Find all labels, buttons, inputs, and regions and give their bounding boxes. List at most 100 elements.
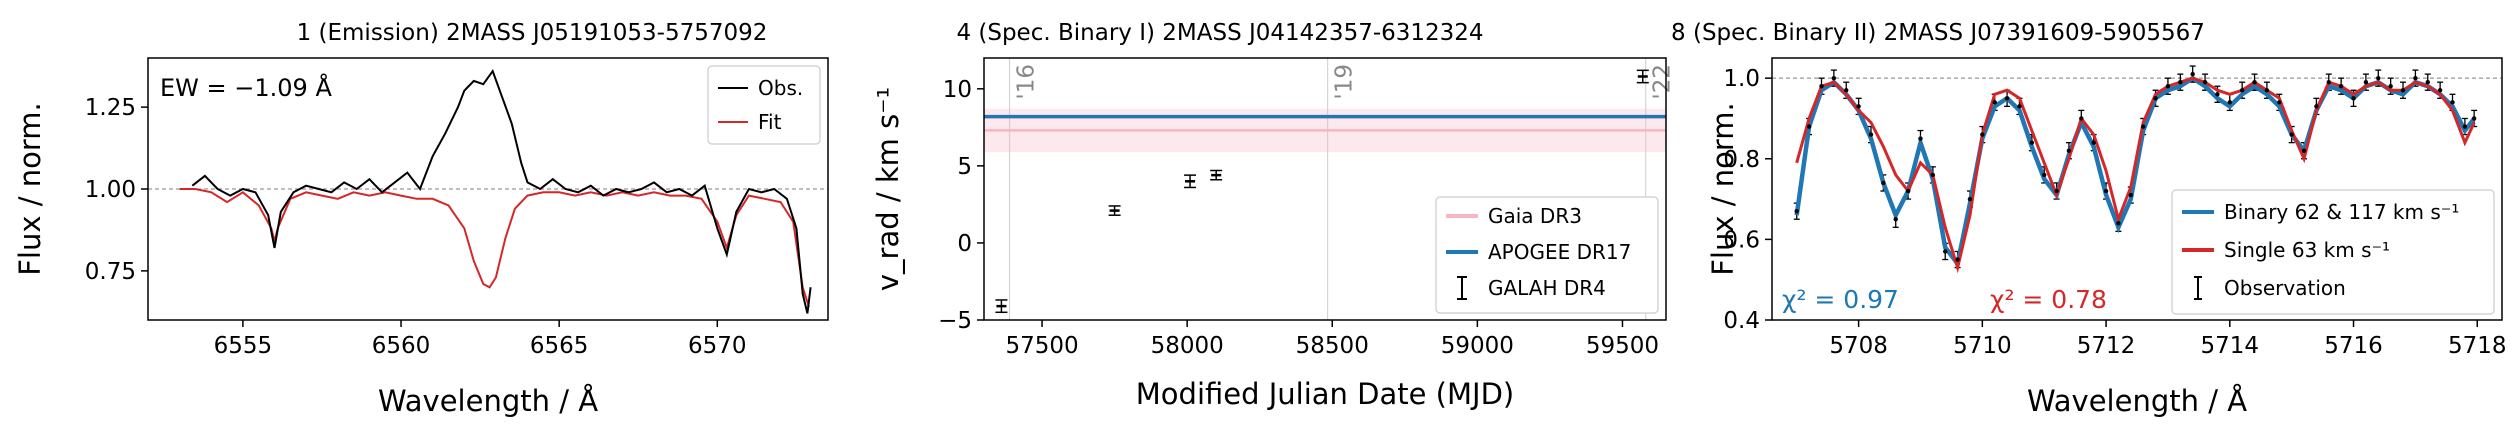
panel-3-observation-point (1844, 88, 1849, 93)
panel-3-observation-point (2326, 79, 2331, 85)
panel-1-x-axis-label: Wavelength / Å (378, 384, 598, 418)
panel-2-x-tick-label: 59500 (1586, 333, 1659, 359)
panel-3-observation-point (2376, 75, 2381, 81)
panel-3-x-tick-label: 5714 (2201, 333, 2260, 359)
panel-1-series-layer (179, 68, 812, 314)
panel-spec-binary-2: 8 (Spec. Binary II) 2MASS J07391609-5905… (1671, 20, 2506, 418)
panel-2-x-tick-label: 58500 (1296, 333, 1369, 359)
panel-3-observation-point (1955, 257, 1960, 262)
panel-3-observation-point (2351, 96, 2356, 101)
panel-3-observation-point (1967, 196, 1973, 202)
panel-2-background-layer: '16 '19 '22 (984, 58, 1676, 320)
panel-3-observation-point (1856, 104, 1861, 109)
panel-emission: 1 (Emission) 2MASS J05191053-5757092 655… (13, 20, 829, 418)
panel-3-observation-point (2227, 100, 2232, 105)
panel-2-x-tick-label: 59000 (1441, 333, 1514, 359)
panel-2-legend-gaia-label: Gaia DR3 (1488, 204, 1582, 228)
panel-3-y-tick-label: 0.6 (1723, 227, 1760, 253)
panel-2-legend-galah-label: GALAH DR4 (1488, 276, 1606, 300)
panel-3-y-axis-label: Flux / norm. (1706, 102, 1740, 276)
panel-3-observation-point (2178, 79, 2183, 85)
panel-3-observation-point (1868, 132, 1874, 137)
panel-1-y-tick-label: 1.25 (85, 95, 136, 121)
panel-3-title: 8 (Spec. Binary II) 2MASS J07391609-5905… (1671, 20, 2205, 46)
panel-1-y-axis-label: Flux / norm. (13, 102, 47, 276)
panel-3-observation-point (2153, 96, 2158, 101)
panel-1-legend: Obs. Fit (707, 65, 821, 145)
panel-3-observation-point (2400, 88, 2406, 93)
panel-3-observation-point (2277, 100, 2282, 105)
panel-3-observation-point (2338, 84, 2344, 89)
panel-3-observation-point (1881, 180, 1886, 186)
panel-3-observation-point (2413, 75, 2418, 81)
panel-3-observation-point (2450, 100, 2455, 105)
panel-3-observation-point (1918, 136, 1923, 141)
panel-3-chi2-binary: χ² = 0.97 (1782, 285, 1899, 314)
panel-3-observation-point (2215, 92, 2220, 97)
panel-3-observation-point (2239, 88, 2245, 93)
panel-3-observation-point (2004, 96, 2010, 101)
panel-3-x-tick-label: 5716 (2324, 333, 2383, 359)
panel-2-legend: Gaia DR3 APOGEE DR17 GALAH DR4 (1435, 196, 1659, 314)
panel-3-observation-point (2054, 188, 2059, 194)
panel-3-legend-binary-label: Binary 62 & 117 km s⁻¹ (2224, 200, 2459, 224)
panel-3-observation-point (2017, 104, 2022, 109)
panel-3-x-ticks: 5708 5710 5712 5714 5716 5718 (1829, 320, 2507, 359)
panel-1-x-ticks: 6555 6560 6565 6570 (214, 320, 747, 359)
panel-3-single-model-line (1795, 76, 2476, 274)
panel-3-observation-point (2471, 116, 2477, 121)
panel-1-x-tick-label: 6570 (688, 333, 747, 359)
panel-2-y-tick-label: −5 (938, 308, 972, 334)
panel-3-observation-point (2190, 71, 2195, 77)
panel-1-obs-line (191, 68, 812, 314)
panel-3-observation-point (2363, 79, 2369, 85)
panel-3-observation-point (1930, 172, 1936, 178)
panel-3-observation-point (2079, 116, 2084, 121)
panel-3-observation-point (2029, 140, 2035, 145)
panel-2-x-ticks: 57500 58000 58500 59000 59500 (1005, 320, 1659, 359)
panel-3-observation-point (2066, 148, 2072, 153)
panel-3-observation-point (2314, 104, 2319, 109)
panel-3-observation-point (2165, 84, 2171, 89)
panel-3-observation-point (1992, 100, 1997, 105)
panel-1-legend-obs-label: Obs. (758, 76, 803, 100)
panel-3-legend-single-label: Single 63 km s⁻¹ (2224, 238, 2390, 262)
panel-2-legend-apogee-label: APOGEE DR17 (1488, 240, 1631, 264)
panel-1-y-tick-label: 1.00 (85, 177, 136, 203)
panel-3-x-axis-label: Wavelength / Å (2027, 384, 2247, 418)
panel-3-x-tick-label: 5712 (2077, 333, 2136, 359)
panel-3-observation-point (1806, 124, 1812, 129)
panel-1-title: 1 (Emission) 2MASS J05191053-5757092 (297, 20, 768, 46)
panel-3-x-tick-label: 5708 (1829, 333, 1888, 359)
panel-3-y-tick-label: 1.0 (1723, 66, 1760, 92)
panel-3-y-tick-label: 0.8 (1723, 147, 1760, 173)
panel-3-observation-point (2388, 84, 2393, 89)
panel-3-y-ticks: 0.4 0.6 0.8 1.0 (1723, 66, 1772, 334)
panel-3-observation-point (2202, 79, 2208, 85)
panel-1-y-ticks: 0.75 1.00 1.25 (85, 95, 148, 285)
panel-2-title: 4 (Spec. Binary I) 2MASS J04142357-63123… (956, 20, 1483, 46)
panel-1-x-tick-label: 6555 (214, 333, 273, 359)
panel-2-y-ticks: −5 0 5 10 (938, 77, 984, 334)
panel-spec-binary-1: 4 (Spec. Binary I) 2MASS J04142357-63123… (871, 20, 1676, 411)
panel-1-x-tick-label: 6565 (530, 333, 589, 359)
panel-2-x-tick-label: 57500 (1005, 333, 1078, 359)
panel-3-x-tick-label: 5710 (1953, 333, 2012, 359)
panel-2-axes-frame (983, 57, 1667, 321)
panel-3-observation-point (2289, 132, 2294, 137)
panel-2-year-marker-label: '19 (1332, 64, 1358, 100)
panel-2-x-tick-label: 58000 (1151, 333, 1224, 359)
panel-2-y-tick-label: 0 (957, 231, 972, 257)
panel-3-chi2-single: χ² = 0.78 (1990, 285, 2107, 314)
panel-3-observation-point (1794, 208, 1799, 214)
panel-3-observation-point (2116, 221, 2121, 226)
panel-2-year-marker-label: '22 (1650, 64, 1676, 100)
panel-3-observation-point (1943, 249, 1948, 254)
panel-3-observation-point (2042, 172, 2047, 178)
panel-3-observation-point (1831, 75, 1837, 81)
panel-3-legend-observation-label: Observation (2224, 276, 2346, 300)
panel-3-observation-point (2301, 148, 2307, 153)
panel-3-y-tick-label: 0.4 (1723, 308, 1760, 334)
